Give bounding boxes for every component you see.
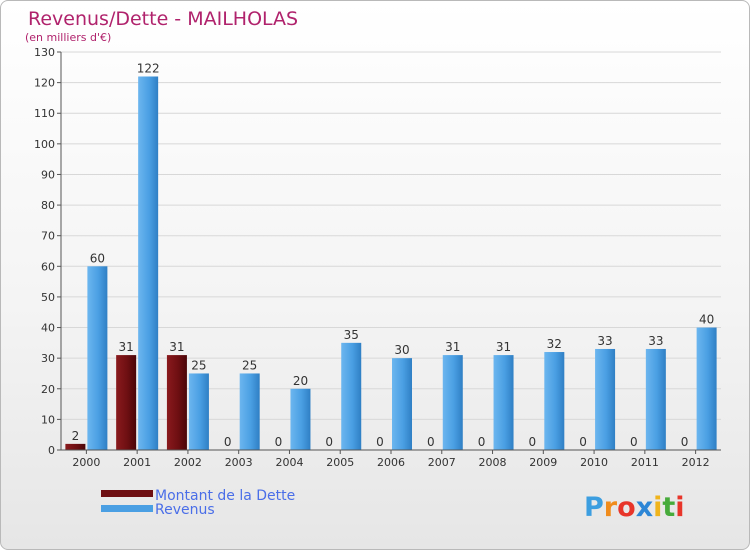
xtick-label-2008: 2008 bbox=[479, 456, 507, 469]
xtick-label-2007: 2007 bbox=[428, 456, 456, 469]
value-label-dette-2010: 0 bbox=[579, 435, 587, 449]
bar-dette-2001 bbox=[116, 355, 137, 450]
legend-label-revenus: Revenus bbox=[155, 502, 215, 518]
y-axis: 0 10 20 30 40 50 60 70 80 90 100 110 120 130 bbox=[34, 46, 62, 457]
value-label-dette-2001: 31 bbox=[119, 340, 134, 354]
legend-swatch-dette bbox=[101, 490, 153, 497]
value-label-revenus-2003: 25 bbox=[242, 358, 257, 372]
xtick-label-2002: 2002 bbox=[174, 456, 202, 469]
ytick-label-120: 120 bbox=[34, 77, 55, 90]
legend-label-dette: Montant de la Dette bbox=[155, 488, 295, 504]
ytick-label-40: 40 bbox=[41, 322, 55, 335]
ytick-label-130: 130 bbox=[34, 46, 55, 59]
bar-revenus-2012 bbox=[696, 327, 717, 450]
bar-revenus-2008 bbox=[493, 355, 514, 450]
value-label-revenus-2007: 31 bbox=[445, 340, 460, 354]
value-label-revenus-2005: 35 bbox=[344, 328, 359, 342]
xtick-label-2005: 2005 bbox=[326, 456, 354, 469]
logo-letter-4: i bbox=[653, 492, 662, 523]
bar-revenus-2003 bbox=[239, 373, 260, 450]
value-label-dette-2011: 0 bbox=[630, 435, 638, 449]
xtick-label-2006: 2006 bbox=[377, 456, 405, 469]
bar-revenus-2006 bbox=[392, 358, 412, 450]
value-label-dette-2006: 0 bbox=[376, 435, 384, 449]
ytick-label-60: 60 bbox=[41, 260, 55, 273]
ytick-label-0: 0 bbox=[48, 444, 55, 457]
ytick-label-90: 90 bbox=[41, 168, 55, 181]
logo-letter-5: t bbox=[662, 492, 675, 523]
bar-revenus-2007 bbox=[442, 355, 463, 450]
value-label-revenus-2004: 20 bbox=[293, 374, 308, 388]
bar-revenus-2005 bbox=[341, 342, 362, 450]
logo-letter-2: o bbox=[617, 492, 636, 523]
value-label-dette-2008: 0 bbox=[478, 435, 486, 449]
value-label-revenus-2010: 33 bbox=[597, 334, 612, 348]
ytick-label-100: 100 bbox=[34, 138, 55, 151]
ytick-label-50: 50 bbox=[41, 291, 55, 304]
ytick-label-70: 70 bbox=[41, 230, 55, 243]
bar-revenus-2002 bbox=[188, 373, 209, 450]
value-label-revenus-2002: 25 bbox=[191, 358, 206, 372]
legend: Montant de la Dette Revenus bbox=[101, 488, 295, 518]
ytick-label-80: 80 bbox=[41, 199, 55, 212]
xtick-label-2001: 2001 bbox=[123, 456, 151, 469]
value-label-dette-2005: 0 bbox=[325, 435, 333, 449]
logo-letter-6: i bbox=[675, 492, 684, 523]
bar-dette-2000 bbox=[65, 443, 86, 450]
value-label-dette-2012: 0 bbox=[681, 435, 689, 449]
bar-revenus-2001 bbox=[138, 76, 159, 450]
ytick-label-30: 30 bbox=[41, 352, 55, 365]
logo-letter-0: P bbox=[584, 492, 604, 523]
value-label-revenus-2006: 30 bbox=[394, 343, 409, 357]
bars bbox=[65, 76, 717, 450]
ytick-label-20: 20 bbox=[41, 383, 55, 396]
bar-revenus-2009 bbox=[544, 352, 565, 450]
proxiti-logo: Proxiti bbox=[584, 492, 685, 523]
bar-revenus-2010 bbox=[595, 348, 616, 450]
value-labels: 2 60 31 122 31 25 0 25 0 20 0 35 0 30 0 31 0 31 0 32 0 33 0 33 0… bbox=[72, 61, 715, 449]
xtick-label-2009: 2009 bbox=[529, 456, 557, 469]
value-label-revenus-2011: 33 bbox=[648, 334, 663, 348]
legend-swatch-revenus bbox=[101, 505, 153, 512]
value-label-revenus-2001: 122 bbox=[137, 61, 160, 75]
xtick-label-2000: 2000 bbox=[72, 456, 100, 469]
logo-letter-1: r bbox=[604, 492, 618, 523]
value-label-revenus-2012: 40 bbox=[699, 313, 714, 327]
grid-lines bbox=[61, 51, 721, 420]
value-label-dette-2003: 0 bbox=[224, 435, 232, 449]
xtick-label-2012: 2012 bbox=[682, 456, 710, 469]
value-label-dette-2002: 31 bbox=[169, 340, 184, 354]
value-label-dette-2004: 0 bbox=[275, 435, 283, 449]
xtick-label-2004: 2004 bbox=[275, 456, 303, 469]
value-label-revenus-2009: 32 bbox=[547, 337, 562, 351]
xtick-label-2011: 2011 bbox=[631, 456, 659, 469]
value-label-dette-2009: 0 bbox=[528, 435, 536, 449]
chart-title: Revenus/Dette - MAILHOLAS bbox=[28, 8, 298, 30]
x-axis: 2000 2001 2002 2003 2004 2005 2006 2007 2008 2009… bbox=[61, 449, 721, 469]
bar-dette-2002 bbox=[166, 355, 187, 450]
ytick-label-10: 10 bbox=[41, 413, 55, 426]
xtick-label-2003: 2003 bbox=[225, 456, 253, 469]
xtick-label-2010: 2010 bbox=[580, 456, 608, 469]
value-label-revenus-2008: 31 bbox=[496, 340, 511, 354]
ytick-label-110: 110 bbox=[34, 107, 55, 120]
value-label-revenus-2000: 60 bbox=[90, 251, 105, 265]
bar-revenus-2011 bbox=[645, 348, 666, 450]
chart-subtitle: (en milliers d'€) bbox=[25, 31, 111, 44]
logo-letter-3: x bbox=[636, 492, 653, 523]
bar-revenus-2000 bbox=[87, 266, 108, 450]
bar-revenus-2004 bbox=[290, 388, 311, 450]
value-label-dette-2000: 2 bbox=[72, 429, 80, 443]
value-label-dette-2007: 0 bbox=[427, 435, 435, 449]
